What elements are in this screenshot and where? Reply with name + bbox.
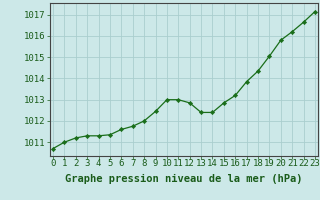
- X-axis label: Graphe pression niveau de la mer (hPa): Graphe pression niveau de la mer (hPa): [65, 174, 303, 184]
